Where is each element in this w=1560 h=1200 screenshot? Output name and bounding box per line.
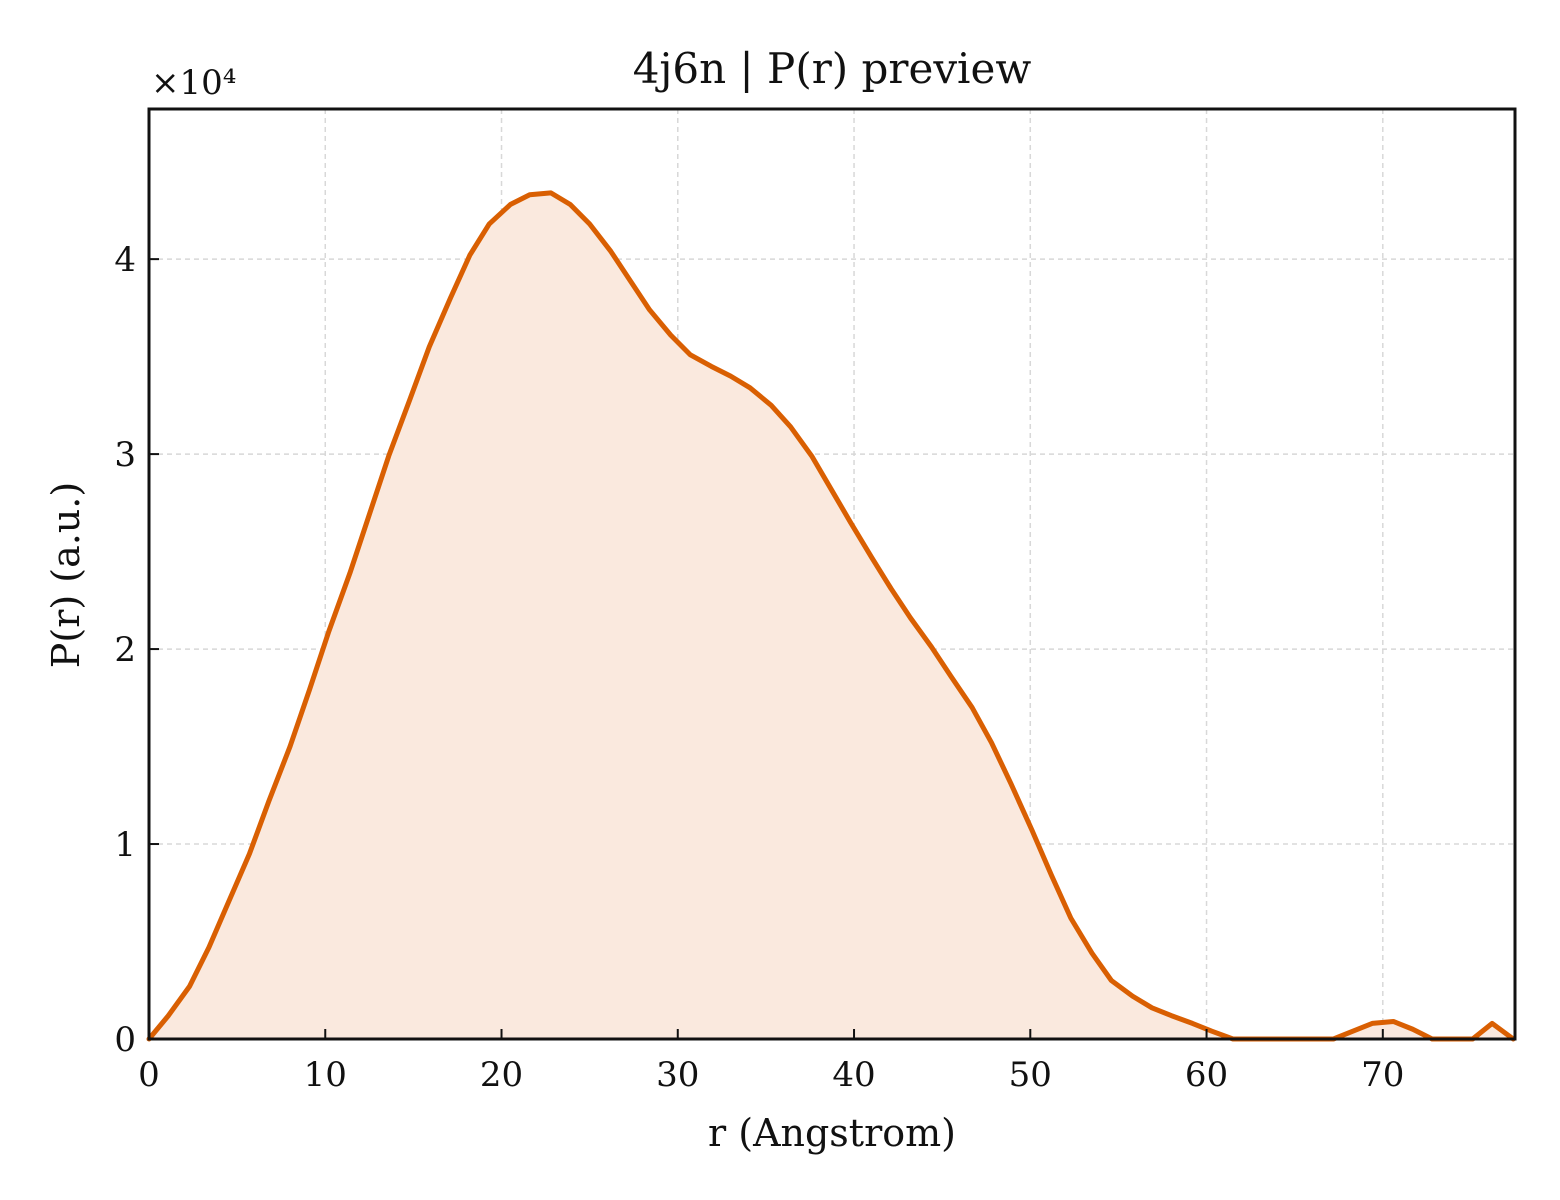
x-tick-label: 20 [480, 1055, 523, 1095]
x-tick-label: 40 [832, 1055, 875, 1095]
y-tick-label: 2 [114, 630, 136, 670]
x-tick-label: 0 [138, 1055, 160, 1095]
y-tick-label: 4 [114, 240, 136, 280]
x-axis-label: r (Angstrom) [708, 1111, 956, 1155]
y-axis-multiplier: ×10⁴ [151, 63, 236, 103]
y-tick-label: 0 [114, 1020, 136, 1060]
x-tick-label: 30 [656, 1055, 699, 1095]
x-tick-label: 60 [1185, 1055, 1228, 1095]
x-tick-label: 70 [1361, 1055, 1404, 1095]
chart-title: 4j6n | P(r) preview [633, 44, 1032, 93]
y-tick-label: 3 [114, 435, 136, 475]
x-tick-label: 50 [1009, 1055, 1052, 1095]
y-axis-label: P(r) (a.u.) [44, 482, 88, 668]
plot-frame [147, 107, 1517, 1041]
tick-layer: 0 10 20 30 40 50 60 70 0 1 2 3 4 [114, 240, 1404, 1095]
series-area-fill [149, 192, 1514, 1040]
x-tick-label: 10 [304, 1055, 347, 1095]
y-tick-label: 1 [114, 825, 136, 865]
